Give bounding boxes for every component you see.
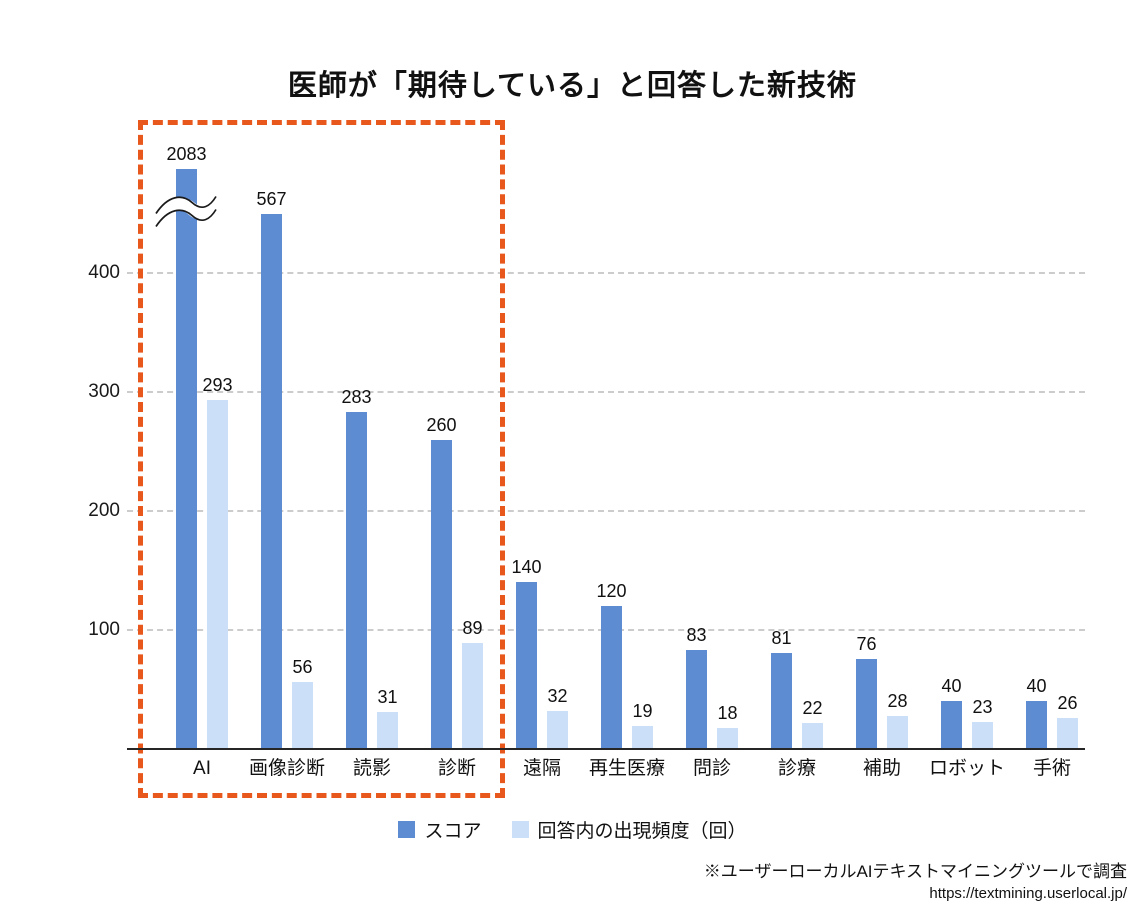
x-axis-label-診断: 診断 (437, 758, 476, 779)
legend-item-frequency: 回答内の出現頻度（回） (511, 816, 747, 843)
frequency-bar-画像診断 (292, 682, 313, 748)
frequency-bar-再生医療 (632, 726, 653, 748)
frequency-value-診療: 22 (802, 697, 823, 718)
x-axis-label-診療: 診療 (777, 758, 816, 779)
score-value-AI: 2083 (166, 144, 207, 165)
score-bar-AI (176, 169, 197, 748)
x-axis-label-AI: AI (193, 758, 211, 779)
x-axis-label-遠隔: 遠隔 (522, 758, 561, 779)
footer: ※ユーザーローカルAIテキストマイニングツールで調査 https://textm… (704, 860, 1127, 904)
score-bar-遠隔 (516, 582, 537, 748)
score-bar-補助 (856, 658, 877, 748)
footer-note: ※ユーザーローカルAIテキストマイニングツールで調査 (703, 862, 1127, 881)
frequency-value-遠隔: 32 (547, 685, 568, 706)
footer-url: https://textmining.userlocal.jp/ (929, 885, 1127, 902)
x-axis-label-ロボット: ロボット (928, 758, 1005, 779)
score-bar-診療 (771, 652, 792, 748)
y-tick-label-100: 100 (88, 619, 120, 640)
y-tick-label-400: 400 (88, 262, 120, 283)
frequency-value-問診: 18 (717, 702, 738, 723)
x-axis-label-手術: 手術 (1032, 758, 1071, 779)
x-axis-label-補助: 補助 (862, 758, 901, 779)
score-value-読影: 283 (341, 387, 372, 408)
score-value-補助: 76 (856, 633, 877, 654)
legend: スコア 回答内の出現頻度（回） (0, 816, 1145, 843)
frequency-value-読影: 31 (377, 687, 398, 708)
frequency-bar-手術 (1057, 718, 1078, 748)
score-bar-読影 (346, 412, 367, 748)
chart-title: 医師が「期待している」と回答した新技術 (287, 70, 858, 102)
y-tick-label-200: 200 (88, 500, 120, 521)
frequency-value-AI: 293 (202, 375, 233, 396)
score-value-画像診断: 567 (256, 188, 287, 209)
y-tick-label-300: 300 (88, 381, 120, 402)
frequency-bar-診療 (802, 722, 823, 748)
gridline-200 (127, 510, 1085, 512)
frequency-value-診断: 89 (462, 618, 483, 639)
legend-swatch-score-icon (398, 821, 416, 838)
gridline-400 (127, 272, 1085, 274)
frequency-bar-読影 (377, 712, 398, 748)
x-axis-line (127, 748, 1085, 750)
frequency-bar-問診 (717, 727, 738, 748)
frequency-value-画像診断: 56 (292, 657, 313, 678)
score-value-再生医療: 120 (596, 581, 627, 602)
frequency-bar-診断 (462, 643, 483, 748)
legend-label-score: スコア (424, 821, 482, 842)
x-axis-label-読影: 読影 (352, 758, 391, 779)
score-bar-問診 (686, 650, 707, 748)
frequency-bar-ロボット (972, 721, 993, 748)
axis-break-icon (153, 196, 219, 227)
x-axis-label-問診: 問診 (692, 758, 731, 779)
score-value-遠隔: 140 (511, 557, 542, 578)
score-bar-画像診断 (261, 213, 282, 748)
frequency-value-手術: 26 (1057, 693, 1078, 714)
frequency-value-ロボット: 23 (972, 696, 993, 717)
score-bar-ロボット (941, 701, 962, 748)
score-bar-手術 (1026, 701, 1047, 748)
score-bar-再生医療 (601, 606, 622, 748)
legend-swatch-frequency-icon (511, 821, 529, 838)
x-axis-label-再生医療: 再生医療 (588, 758, 665, 779)
frequency-value-補助: 28 (887, 690, 908, 711)
score-value-診断: 260 (426, 414, 457, 435)
frequency-value-再生医療: 19 (632, 701, 653, 722)
frequency-bar-AI (207, 400, 228, 748)
score-value-手術: 40 (1026, 676, 1047, 697)
score-bar-診断 (431, 439, 452, 748)
x-axis-label-画像診断: 画像診断 (248, 758, 325, 779)
score-value-診療: 81 (771, 627, 792, 648)
frequency-bar-遠隔 (547, 710, 568, 748)
score-value-問診: 83 (686, 625, 707, 646)
gridline-300 (127, 391, 1085, 393)
legend-item-score: スコア (398, 816, 482, 843)
score-value-ロボット: 40 (941, 676, 962, 697)
frequency-bar-補助 (887, 715, 908, 748)
legend-label-frequency: 回答内の出現頻度（回） (537, 821, 747, 842)
